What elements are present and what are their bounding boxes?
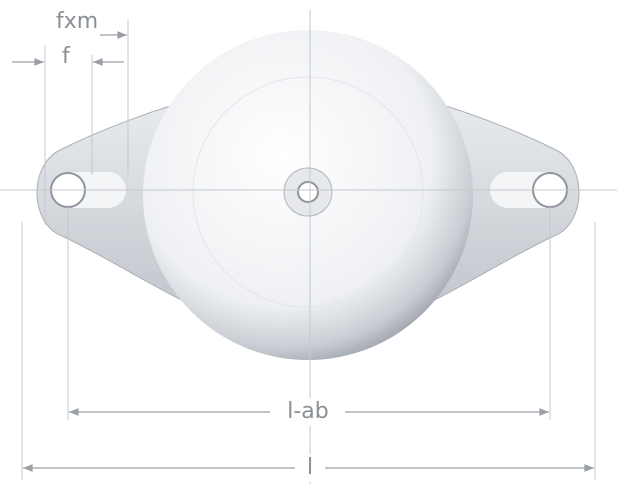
dimension-lines [0,10,617,484]
label-bg [298,454,322,482]
dim-label: l-ab [287,399,329,424]
dim-label: f [62,44,71,69]
part [36,30,580,360]
dome-ring [192,76,424,308]
center-hole [297,181,319,203]
dim-label: l [307,455,313,480]
label-bg [272,398,344,426]
dim-label: fxm [56,9,98,34]
